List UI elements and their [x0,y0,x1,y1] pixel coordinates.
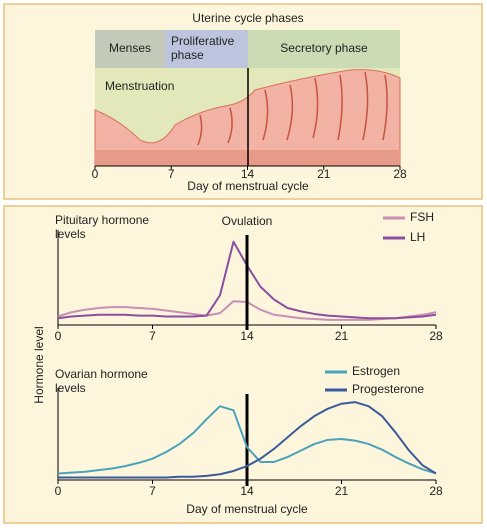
x-tick-label: 14 [240,484,254,498]
legend-label: Progesterone [352,382,424,396]
x-tick-label: 7 [149,484,156,498]
x-tick-label: 21 [335,329,349,343]
x-tick-label: 28 [393,167,407,181]
x-tick-label: 0 [55,329,62,343]
legend-label: FSH [410,210,434,224]
x-tick-label: 28 [429,329,443,343]
line-series [58,401,437,479]
proliferative-band [165,30,248,68]
x-axis-title: Day of menstrual cycle [187,179,309,193]
phase-label: Menses [109,41,151,55]
line-series [57,405,437,475]
x-tick-label: 28 [429,484,443,498]
legend-label: Estrogen [352,364,400,378]
menstruation-label: Menstruation [105,79,174,93]
x-tick-label: 0 [92,167,99,181]
chart-title: Ovarian hormone levels [55,367,148,395]
phase-label: Secretory phase [280,41,368,55]
x-tick-label: 21 [335,484,349,498]
hormone-panel [3,205,483,524]
glands [197,71,388,146]
x-tick-label: 0 [55,484,62,498]
legend-label: LH [410,230,425,244]
uterine-title: Uterine cycle phases [192,11,303,25]
secretory-band [248,30,400,68]
phase-label: Proliferative phase [171,34,235,62]
chart-title: Pituitary hormone levels [55,213,150,241]
x-tick-label: 7 [149,329,156,343]
x-tick-label: 14 [240,329,254,343]
annotation: Ovulation [222,214,273,228]
y-axis-title: Hormone level [32,326,46,403]
x-tick-label: 7 [168,167,175,181]
x-axis-title: Day of menstrual cycle [186,502,308,516]
menses-band [95,30,165,68]
x-tick-label: 21 [317,167,331,181]
x-tick-label: 14 [241,167,255,181]
